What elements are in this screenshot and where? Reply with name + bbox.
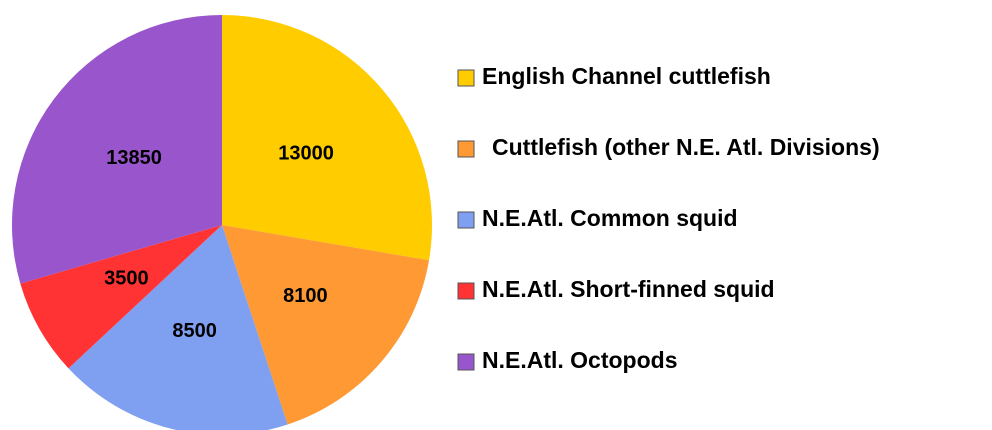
value-label: 8500 xyxy=(172,320,217,342)
pie-slice xyxy=(68,225,288,430)
value-label: 13000 xyxy=(278,142,334,164)
pie-slice xyxy=(222,225,430,425)
legend-swatch xyxy=(457,282,475,300)
legend-label: English Channel cuttlefish xyxy=(482,63,771,89)
pie-slice xyxy=(20,225,223,369)
pie-slice xyxy=(222,15,433,261)
legend-label: N.E.Atl. Octopods xyxy=(482,347,678,373)
value-label: 13850 xyxy=(106,147,162,169)
legend-swatch xyxy=(457,353,475,371)
value-label: 8100 xyxy=(283,285,328,307)
legend-label: Cuttlefish (other N.E. Atl. Divisions) xyxy=(492,134,880,160)
legend-swatch xyxy=(457,211,475,229)
legend-swatch xyxy=(457,69,475,87)
legend-label: N.E.Atl. Common squid xyxy=(482,205,738,231)
value-label: 3500 xyxy=(104,268,149,290)
legend-swatch xyxy=(457,140,475,158)
legend-label: N.E.Atl. Short-finned squid xyxy=(482,276,775,302)
pie-slice xyxy=(11,15,222,284)
